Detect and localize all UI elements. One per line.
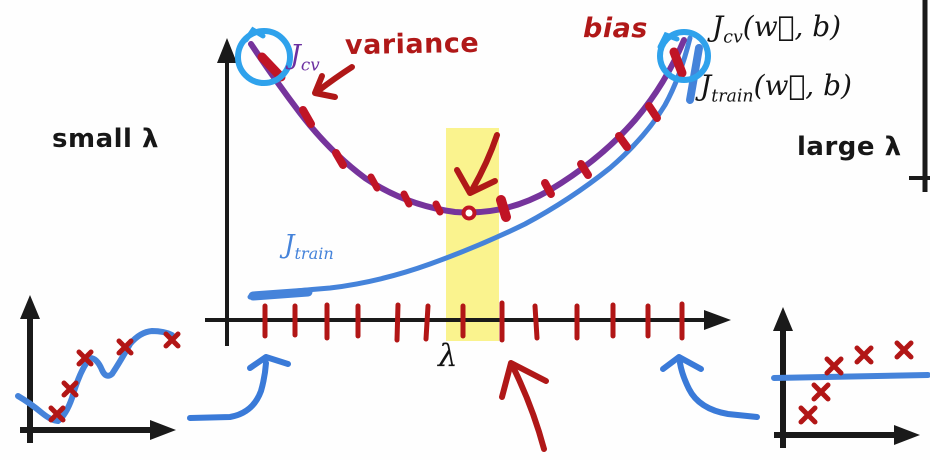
jcv-data-dashes	[257, 47, 687, 222]
tick-mark	[532, 303, 540, 341]
jcv-minimum-circle	[461, 205, 477, 221]
x-mark-icon	[76, 349, 94, 367]
variance-label: variance	[344, 27, 480, 62]
legend-jtrain-sub: train	[711, 86, 754, 107]
large-lambda-inset	[771, 307, 930, 448]
optimal-lambda-pointer-arrowhead-icon	[499, 360, 549, 400]
large-lambda-title: large λ	[797, 132, 902, 162]
data-dash	[577, 160, 592, 179]
jtrain-curve-start-blob	[248, 287, 313, 301]
data-dash	[299, 106, 315, 128]
left-emphasis-circle-arrowhead-icon	[243, 26, 266, 43]
variance-arrow	[315, 64, 355, 94]
small-lambda-title: small λ	[52, 124, 159, 154]
jcv-curve-label-j: J	[290, 40, 301, 71]
tick-mark	[423, 303, 431, 342]
jcv-curve	[248, 37, 687, 216]
inset-y-axis-arrowhead-icon	[773, 307, 793, 331]
jtrain-curve-end-stroke	[686, 44, 703, 104]
legend-jcv-sub: cv	[723, 27, 743, 48]
x-mark-icon	[824, 356, 844, 376]
inset-y-axis-arrowhead-icon	[20, 295, 40, 319]
data-dash	[645, 102, 661, 122]
small-lambda-pointer-arrowhead-icon	[247, 354, 291, 371]
jtrain-curve-label: Jtrain	[284, 232, 334, 262]
data-dash	[496, 195, 511, 222]
underfit-data-points	[798, 340, 914, 425]
lambda-tick-marks	[262, 300, 685, 343]
data-dash	[400, 190, 413, 208]
jtrain-curve-label-sub: train	[294, 244, 334, 264]
tick-mark	[394, 302, 401, 343]
overfit-curve	[15, 327, 175, 425]
large-lambda-pointer-arrowhead-icon	[660, 354, 704, 372]
legend-jtrain-j: J	[700, 69, 712, 102]
legend-jcv-args: (w⃗, b)	[742, 10, 842, 43]
variance-arrowhead-icon	[312, 73, 338, 100]
overfit-data-points	[48, 331, 181, 423]
x-mark-icon	[854, 345, 874, 365]
optimal-lambda-highlight-band	[446, 128, 499, 341]
jtrain-curve	[247, 35, 693, 300]
minimum-pointer-arrowhead-icon	[454, 167, 498, 196]
right-emphasis-circle-icon	[657, 29, 711, 83]
x-mark-icon	[48, 405, 66, 423]
data-dash	[432, 200, 444, 216]
x-mark-icon	[894, 340, 914, 360]
bias-label: bias	[583, 13, 648, 44]
x-mark-icon	[163, 331, 181, 349]
legend-jtrain: Jtrain(w⃗, b)	[700, 72, 852, 106]
right-emphasis-circle-arrowhead-icon	[657, 31, 680, 50]
data-dash	[367, 173, 381, 192]
data-dash	[541, 179, 555, 198]
legend-jcv: Jcv(w⃗, b)	[712, 13, 841, 47]
x-mark-icon	[116, 338, 134, 356]
x-mark-icon	[61, 380, 79, 398]
large-lambda-pointer-arrow	[677, 360, 760, 420]
x-mark-icon	[798, 405, 818, 425]
jcv-curve-label: Jcv	[290, 42, 320, 73]
x-mark-icon	[811, 382, 831, 402]
inset-x-axis-arrowhead-icon	[894, 425, 920, 445]
legend-jcv-j: J	[712, 10, 724, 43]
minimum-pointer-arrow	[469, 132, 500, 193]
small-lambda-inset	[15, 295, 181, 443]
main-y-axis-arrowhead-icon	[217, 38, 237, 63]
left-emphasis-circle-icon	[235, 28, 293, 86]
legend-jtrain-args: (w⃗, b)	[753, 69, 852, 102]
jcv-curve-label-sub: cv	[300, 54, 320, 75]
optimal-lambda-pointer-arrow	[511, 366, 547, 452]
inset-x-axis-arrowhead-icon	[150, 420, 176, 440]
data-dash	[669, 47, 687, 78]
data-dash	[615, 132, 631, 151]
small-lambda-pointer-arrow	[187, 360, 269, 421]
jtrain-curve-label-j: J	[284, 230, 295, 260]
data-dash	[332, 149, 347, 169]
underfit-flat-line	[771, 372, 930, 381]
data-dash	[257, 52, 286, 82]
main-x-axis-arrowhead-icon	[704, 310, 731, 330]
x-axis-label: λ	[438, 338, 458, 374]
